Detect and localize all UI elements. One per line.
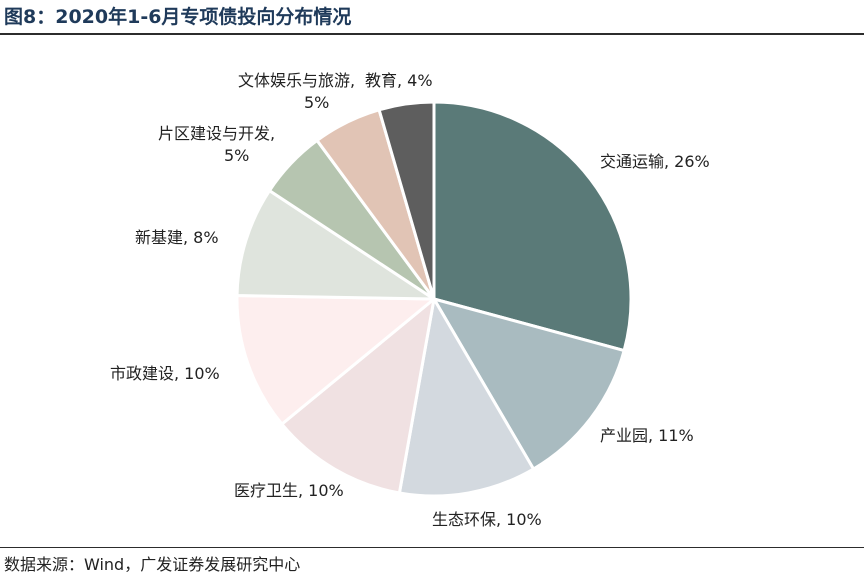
pie-labels: 交通运输, 26% 产业园, 11% 生态环保, 10% 医疗卫生, 10% 市政建设,… [110,71,710,529]
pie-slices [235,100,633,498]
pie-label-2: 产业园, 11% [600,426,694,445]
pie-slice-5 [235,294,436,426]
title-divider [0,33,864,35]
pie-slice-4 [280,297,436,495]
source-divider [0,547,864,548]
pie-slice-3 [397,297,535,498]
pie-label-5: 市政建设, 10% [110,364,220,383]
pie-label-7: 片区建设与开发, 5% [158,124,275,165]
pie-slice-2 [432,297,626,471]
pie-slice-9 [377,100,436,301]
pie-label-6: 新基建, 8% [135,228,219,247]
chart-title: 图8：2020年1-6月专项债投向分布情况 [4,6,352,28]
data-source: 数据来源：Wind，广发证券发展研究中心 [4,555,301,574]
pie-label-3: 生态环保, 10% [432,510,542,529]
pie-label-9: 教育, 4% [365,71,433,90]
pie-label-1: 交通运输, 26% [600,152,710,171]
pie-chart: 交通运输, 26% 产业园, 11% 生态环保, 10% 医疗卫生, 10% 市政建设,… [110,71,710,529]
pie-label-4: 医疗卫生, 10% [234,481,344,500]
pie-slice-1 [432,100,633,353]
pie-slice-6 [235,189,436,301]
pie-label-8: 文体娱乐与旅游, 5% [238,71,355,112]
